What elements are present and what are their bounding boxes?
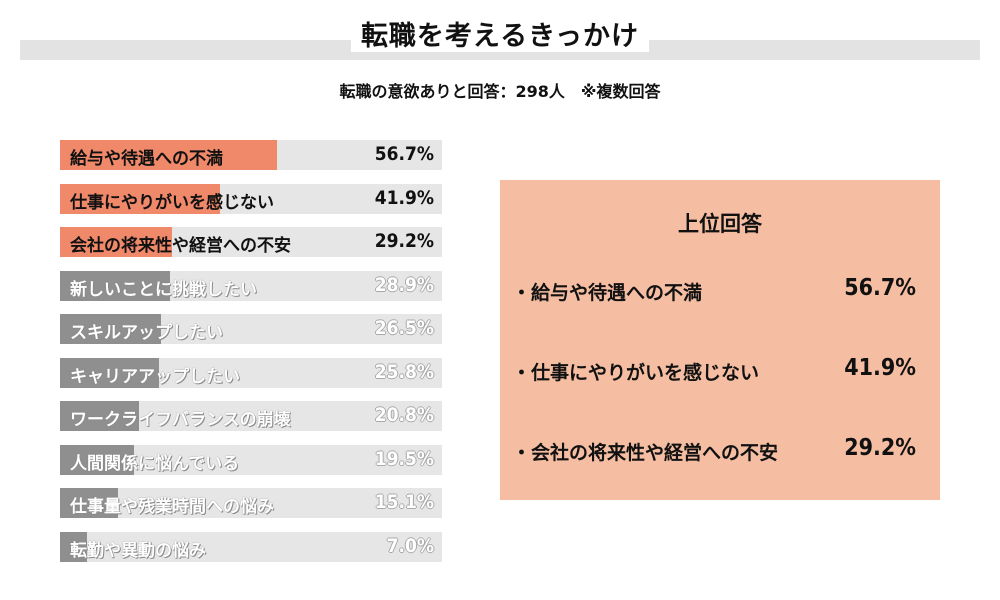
panel-item-label: ・会社の将来性や経営への不安 — [512, 442, 779, 464]
bar-row: 給与や待遇への不満 56.7% — [60, 140, 442, 170]
panel-item-2: ・仕事にやりがいを感じない 41.9% — [512, 355, 928, 385]
bar-chart: 給与や待遇への不満 56.7% 仕事にやりがいを感じない 41.9% 会社の将来性や経営… — [60, 140, 442, 562]
bar-category-label: 給与や待遇への不満 — [70, 149, 223, 169]
bar-row: 転勤や異動の悩み 7.0% — [60, 532, 442, 562]
bar — [60, 445, 135, 475]
bar-category-label: 仕事にやりがいを感じない — [70, 193, 274, 213]
bar-category-label: キャリアアップしたい — [70, 367, 240, 387]
top-answers-panel: 上位回答 ・給与や待遇への不満 56.7% ・仕事にやりがいを感じない 41.9… — [500, 180, 940, 500]
bar-value-label: 7.0% — [386, 535, 434, 557]
bar — [60, 140, 277, 170]
bar-row: キャリアアップしたい 25.8% — [60, 358, 442, 388]
bar — [60, 227, 172, 257]
bar-category-label: 新しいことに挑戦したい — [70, 280, 257, 300]
bar-value-label: 26.5% — [374, 317, 434, 339]
bar-row: スキルアップしたい 26.5% — [60, 314, 442, 344]
chart-subtitle: 転職の意欲ありと回答：298人 ※複数回答 — [339, 82, 661, 101]
bar-value-label: 25.8% — [374, 361, 434, 383]
bar-row: 仕事量や残業時間への悩み 15.1% — [60, 488, 442, 518]
bar — [60, 532, 87, 562]
bar-row: 会社の将来性や経営への不安 29.2% — [60, 227, 442, 257]
bar-category-label: 仕事量や残業時間への悩み — [70, 497, 274, 517]
bar-track — [60, 532, 442, 562]
bar-row: 新しいことに挑戦したい 28.9% — [60, 271, 442, 301]
bar-value-label: 41.9% — [374, 187, 434, 209]
bar-category-label: スキルアップしたい — [70, 323, 223, 343]
panel-item-value: 29.2% — [844, 435, 916, 461]
panel-item-label: ・給与や待遇への不満 — [512, 282, 703, 304]
bar — [60, 358, 159, 388]
bar — [60, 314, 162, 344]
bar-row: ワークライフバランスの崩壊 20.8% — [60, 401, 442, 431]
panel-item-value: 56.7% — [844, 275, 916, 301]
bar-row: 人間関係に悩んでいる 19.5% — [60, 445, 442, 475]
panel-item-value: 41.9% — [844, 355, 916, 381]
bar-category-label: 人間関係に悩んでいる — [70, 454, 240, 474]
bar — [60, 401, 140, 431]
bar — [60, 184, 221, 214]
bar-row: 仕事にやりがいを感じない 41.9% — [60, 184, 442, 214]
bar-value-label: 15.1% — [374, 491, 434, 513]
panel-item-1: ・給与や待遇への不満 56.7% — [512, 275, 928, 305]
panel-item-3: ・会社の将来性や経営への不安 29.2% — [512, 435, 928, 465]
bar-category-label: 転勤や異動の悩み — [70, 541, 206, 561]
bar — [60, 488, 118, 518]
bar-value-label: 29.2% — [374, 230, 434, 252]
panel-item-label: ・仕事にやりがいを感じない — [512, 362, 760, 384]
bar-value-label: 28.9% — [374, 274, 434, 296]
panel-title: 上位回答 — [678, 212, 762, 236]
bar-category-label: 会社の将来性や経営への不安 — [70, 236, 291, 256]
bar-value-label: 56.7% — [374, 143, 434, 165]
chart-title: 転職を考えるきっかけ — [0, 14, 1000, 53]
bar-track — [60, 488, 442, 518]
bar-value-label: 19.5% — [374, 448, 434, 470]
bar — [60, 271, 171, 301]
bar-category-label: ワークライフバランスの崩壊 — [70, 410, 291, 430]
bar-value-label: 20.8% — [374, 404, 434, 426]
chart-title-text: 転職を考えるきっかけ — [350, 21, 650, 52]
